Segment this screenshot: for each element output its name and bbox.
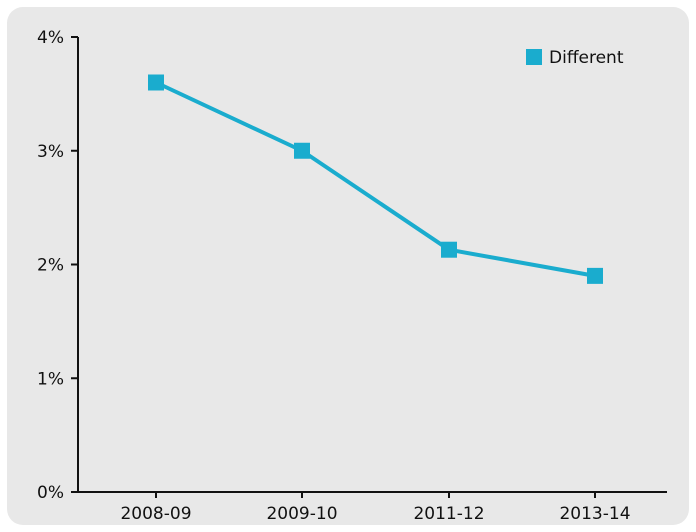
y-tick-label: 3% bbox=[37, 142, 64, 162]
y-tick-label: 4% bbox=[37, 28, 64, 48]
y-tick-label: 0% bbox=[37, 483, 64, 503]
data-point bbox=[441, 241, 457, 258]
legend-swatch bbox=[526, 49, 542, 65]
chart-card: 0% 1% 2% 3% 4% 2008-09 2009-10 2011-12 2013-14 … bbox=[7, 7, 689, 525]
x-tick-label: 2011-12 bbox=[413, 504, 484, 524]
legend-label: Different bbox=[549, 48, 624, 68]
x-tick-label: 2008-09 bbox=[120, 504, 191, 524]
legend: Different bbox=[526, 48, 624, 68]
x-tick-label: 2009-10 bbox=[266, 504, 337, 524]
axes bbox=[77, 37, 667, 493]
data-point bbox=[587, 267, 603, 284]
line-chart: 0%1%2%3%4% 2008-09 2009-10 2011-12 2013-14 … bbox=[37, 28, 667, 524]
y-tick-label: 1% bbox=[37, 369, 64, 389]
x-ticks: 2008-09 2009-10 2011-12 2013-14 bbox=[120, 492, 631, 524]
series-line bbox=[155, 80, 596, 278]
series-layer bbox=[148, 74, 603, 284]
y-ticks: 0% 1% 2% 3% 4% bbox=[37, 28, 78, 503]
x-tick-label: 2013-14 bbox=[559, 504, 630, 524]
data-point bbox=[148, 74, 164, 91]
y-tick-label: 2% bbox=[37, 256, 64, 276]
data-point bbox=[294, 142, 310, 159]
